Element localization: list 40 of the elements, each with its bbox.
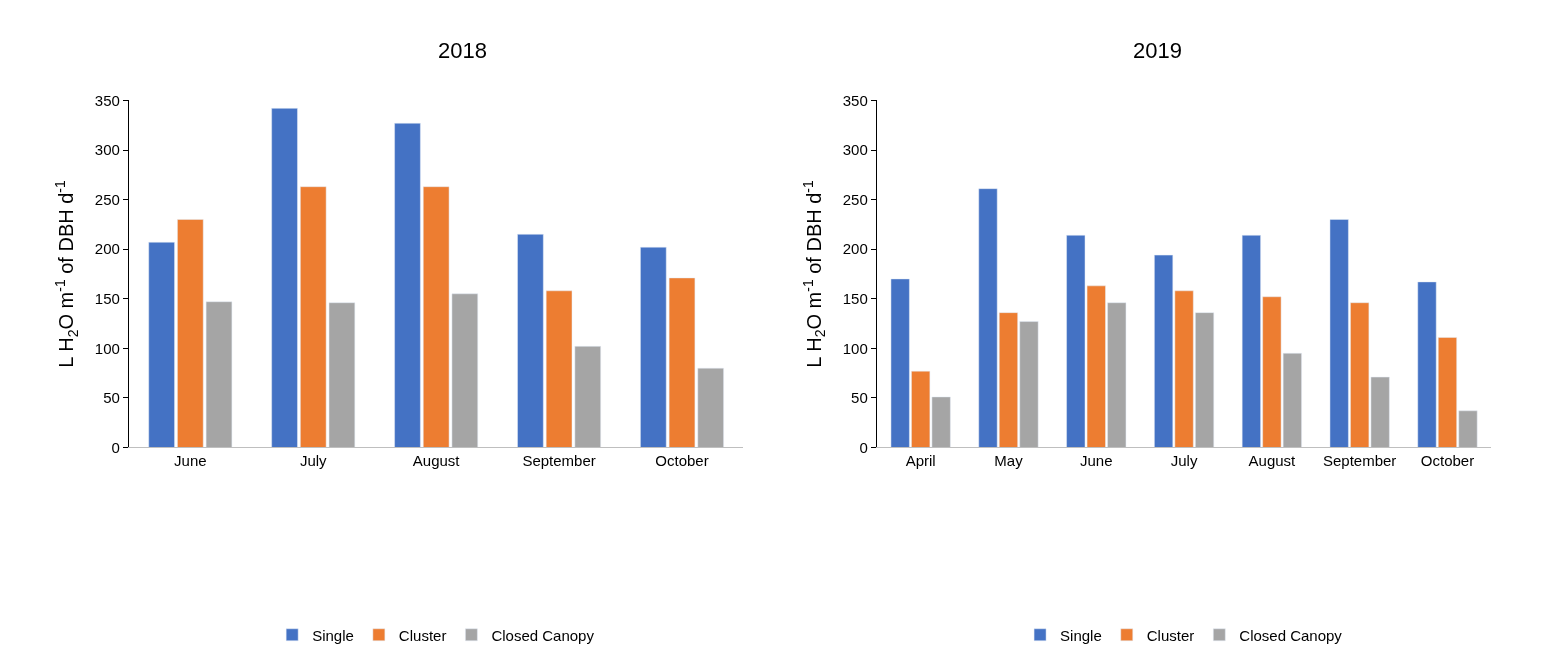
bar [271,108,298,448]
x-tick-label: July [299,452,328,470]
bar [148,241,175,448]
legend-label: Closed Canopy [491,626,595,644]
x-tick-label: May [994,452,1024,470]
y-tick-label: 0 [111,438,120,456]
y-tick-label: 250 [842,190,868,208]
legend-label: Closed Canopy [1239,626,1343,644]
x-tick-label: August [412,452,461,470]
y-tick-label: 350 [94,91,120,109]
chart-title: 2018 [438,38,487,63]
y-tick-label: 350 [842,91,868,109]
chart-title: 2019 [1133,38,1182,63]
y-tick-label: 50 [103,389,120,407]
x-tick-label: September [1322,452,1397,470]
y-tick-label: 150 [94,290,120,307]
y-tick-label: 200 [842,240,868,258]
y-tick-label: 250 [94,190,120,208]
legend-label: Cluster [398,626,447,644]
y-tick-label: 100 [842,339,868,357]
bar [517,234,544,448]
y-tick-label: 300 [94,141,120,159]
legend-label: Single [1060,626,1102,644]
y-tick-label: 50 [851,389,868,407]
legend-label: Cluster [1146,626,1195,644]
legend-label: Single [312,626,354,644]
x-tick-label: September [522,452,596,470]
x-tick-label: June [174,452,207,470]
y-tick-label: 200 [94,240,120,258]
x-tick-label: August [1248,452,1297,470]
x-tick-label: October [655,452,709,470]
y-tick-label: 150 [842,290,868,307]
y-tick-label: 300 [842,141,868,159]
y-tick-label: 0 [859,438,868,456]
x-tick-label: October [1420,452,1475,470]
x-tick-label: June [1080,452,1113,470]
bar [394,122,421,448]
x-tick-label: April [905,452,936,470]
y-tick-label: 100 [94,339,120,357]
x-tick-label: July [1170,452,1198,470]
